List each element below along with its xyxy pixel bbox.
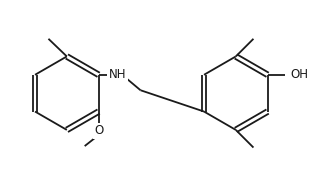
Text: O: O	[94, 124, 103, 137]
Text: OH: OH	[291, 68, 309, 81]
Text: NH: NH	[109, 68, 126, 81]
